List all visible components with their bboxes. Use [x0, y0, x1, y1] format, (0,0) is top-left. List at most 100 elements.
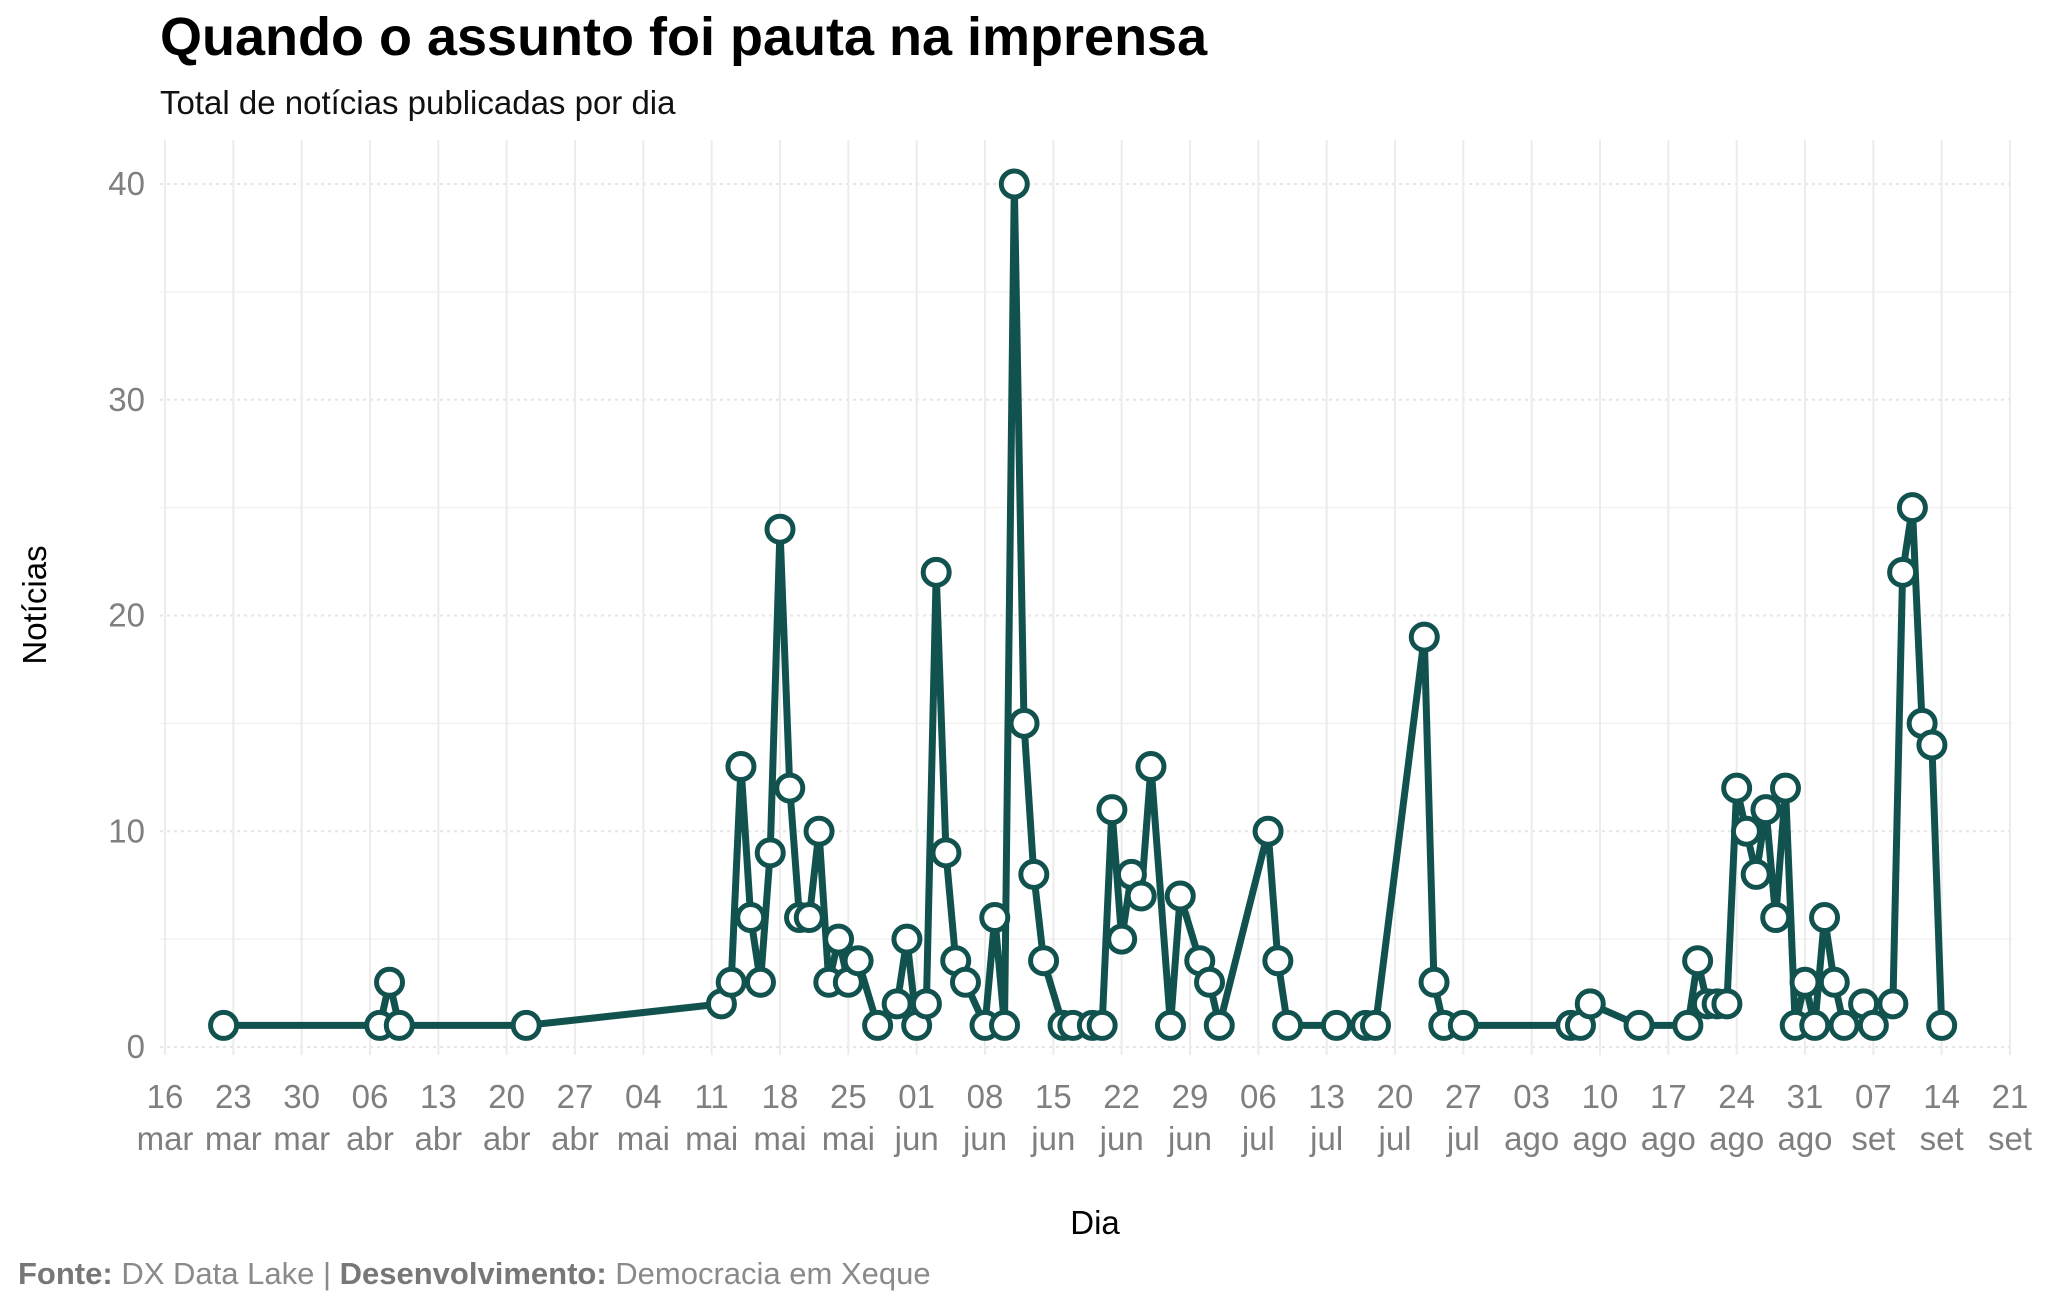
x-tick-day: 18 [762, 1078, 799, 1115]
dev-value: Democracia em Xeque [615, 1256, 931, 1291]
data-point [1320, 1009, 1352, 1041]
data-point [1760, 902, 1792, 934]
chart-subtitle: Total de notícias publicadas por dia [160, 84, 676, 121]
x-tick-month: jun [894, 1120, 939, 1157]
x-tick-day: 25 [830, 1078, 867, 1115]
x-tick-month: mai [617, 1120, 670, 1157]
x-tick-month: jun [962, 1120, 1007, 1157]
x-tick-day: 27 [1445, 1078, 1482, 1115]
x-tick-day: 27 [557, 1078, 594, 1115]
y-axis-ticks: 0 10 20 30 40 [108, 165, 145, 1065]
data-point [744, 966, 776, 998]
data-point [1682, 945, 1714, 977]
data-point [764, 513, 796, 545]
data-point [383, 1009, 415, 1041]
data-point [1926, 1009, 1958, 1041]
data-point [1574, 988, 1606, 1020]
x-tick-month: jul [1377, 1120, 1411, 1157]
data-point [1877, 988, 1909, 1020]
x-tick-day: 13 [420, 1078, 457, 1115]
x-tick-day: 20 [1377, 1078, 1414, 1115]
x-tick-day: 13 [1308, 1078, 1345, 1115]
x-tick-month: mai [822, 1120, 875, 1157]
x-tick-day: 15 [1035, 1078, 1072, 1115]
y-axis-title: Notícias [16, 545, 53, 664]
data-point [1623, 1009, 1655, 1041]
data-point [842, 945, 874, 977]
data-point [1018, 858, 1050, 890]
data-point [1896, 492, 1928, 524]
data-point [1203, 1009, 1235, 1041]
x-tick-day: 16 [147, 1078, 184, 1115]
data-point [715, 966, 747, 998]
data-point [920, 556, 952, 588]
x-tick-month: ago [1709, 1120, 1764, 1157]
data-point [1008, 707, 1040, 739]
data-point [1769, 772, 1801, 804]
data-point [1711, 988, 1743, 1020]
chart-title: Quando o assunto foi pauta na imprensa [160, 7, 1208, 67]
data-point [998, 168, 1030, 200]
data-point [1106, 923, 1138, 955]
x-tick-month: mar [137, 1120, 194, 1157]
x-tick-day: 24 [1718, 1078, 1755, 1115]
x-tick-day: 21 [1992, 1078, 2029, 1115]
data-point [1857, 1009, 1889, 1041]
data-point [374, 966, 406, 998]
x-tick-month: jun [1167, 1120, 1212, 1157]
y-tick-label: 20 [108, 597, 145, 634]
x-tick-month: set [1851, 1120, 1895, 1157]
data-point [1447, 1009, 1479, 1041]
data-point [1125, 880, 1157, 912]
y-tick-label: 0 [127, 1028, 145, 1065]
data-point [1194, 966, 1226, 998]
data-point [891, 923, 923, 955]
x-tick-month: mar [273, 1120, 330, 1157]
x-tick-month: mai [685, 1120, 738, 1157]
data-point [1809, 902, 1841, 934]
x-tick-month: set [1920, 1120, 1964, 1157]
data-point [1789, 966, 1821, 998]
data-point [1818, 966, 1850, 998]
x-tick-day: 23 [215, 1078, 252, 1115]
x-axis-ticks: 16 mar 23 mar 30 mar 06 abr 13 abr 20 abr 27 abr 04 mai… [137, 1078, 2032, 1157]
data-point [1252, 815, 1284, 847]
x-tick-month: abr [483, 1120, 531, 1157]
x-tick-day: 01 [898, 1078, 935, 1115]
data-point [1721, 772, 1753, 804]
data-point [1799, 1009, 1831, 1041]
x-tick-month: jul [1446, 1120, 1480, 1157]
x-tick-month: ago [1777, 1120, 1832, 1157]
x-tick-month: jun [1030, 1120, 1075, 1157]
data-point [725, 751, 757, 783]
data-point [1418, 966, 1450, 998]
x-tick-day: 29 [1172, 1078, 1209, 1115]
x-tick-day: 06 [352, 1078, 389, 1115]
data-point [1164, 880, 1196, 912]
x-tick-month: jul [1309, 1120, 1343, 1157]
data-point [910, 988, 942, 1020]
caption-separator: | [322, 1256, 332, 1291]
data-point [774, 772, 806, 804]
data-point [510, 1009, 542, 1041]
x-tick-month: mar [205, 1120, 262, 1157]
x-tick-month: mai [753, 1120, 806, 1157]
x-tick-day: 17 [1650, 1078, 1687, 1115]
data-point [1135, 751, 1167, 783]
x-tick-month: ago [1641, 1120, 1696, 1157]
data-point [1740, 858, 1772, 890]
x-tick-month: jun [1099, 1120, 1144, 1157]
gridlines [160, 140, 2013, 1055]
data-point [949, 966, 981, 998]
data-point [1154, 1009, 1186, 1041]
y-tick-label: 30 [108, 381, 145, 418]
x-tick-month: abr [414, 1120, 462, 1157]
data-point [881, 988, 913, 1020]
x-tick-day: 22 [1103, 1078, 1140, 1115]
x-tick-day: 31 [1787, 1078, 1824, 1115]
x-tick-day: 30 [283, 1078, 320, 1115]
y-tick-label: 40 [108, 165, 145, 202]
data-point [793, 902, 825, 934]
data-point [735, 902, 767, 934]
series-line [223, 180, 1946, 1029]
